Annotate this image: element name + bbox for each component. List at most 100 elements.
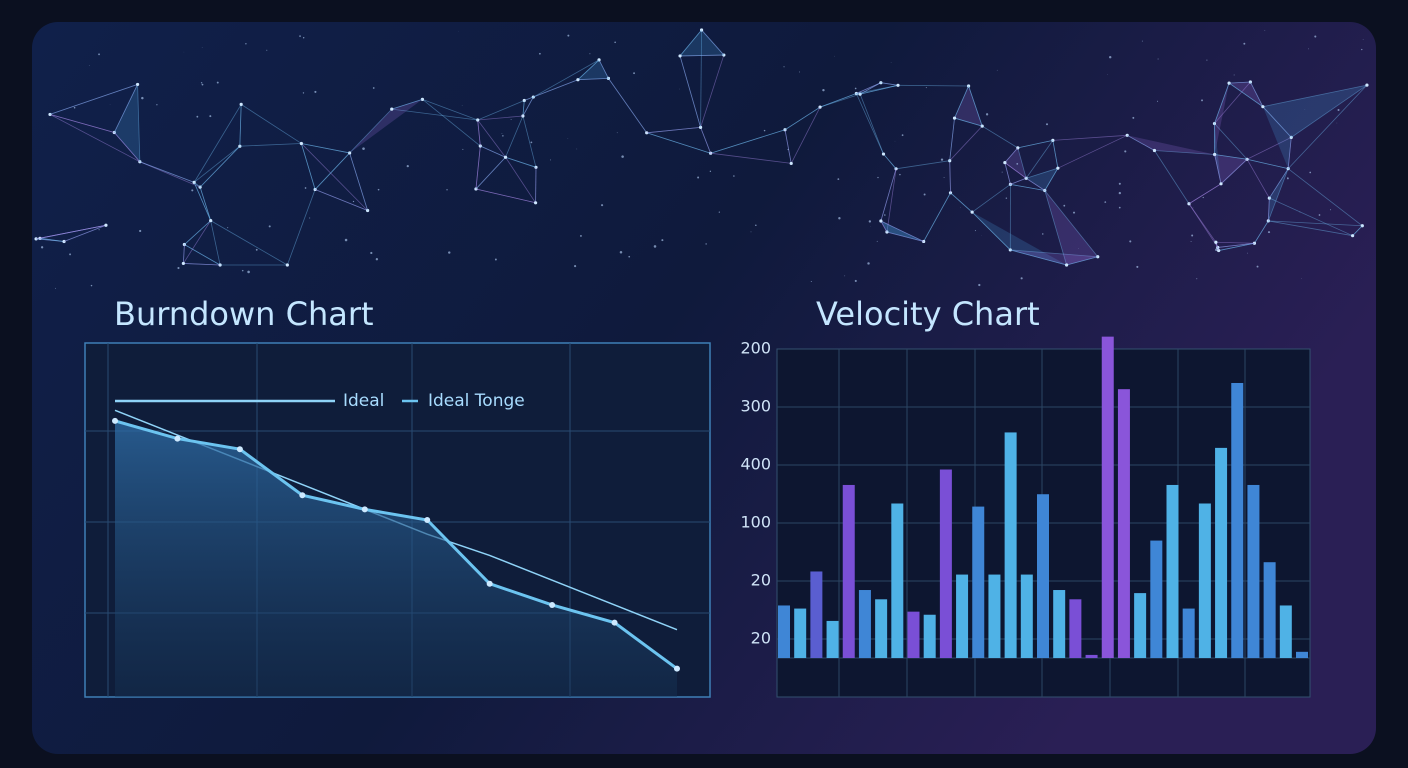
network-edge	[1188, 183, 1222, 205]
network-node	[48, 112, 52, 117]
chart-title: Burndown Chart	[114, 295, 374, 333]
network-edge	[710, 129, 786, 154]
star	[309, 217, 311, 219]
network-node	[896, 83, 900, 87]
network-edge	[886, 231, 924, 242]
star	[494, 258, 497, 261]
star	[156, 104, 158, 106]
network-edge	[301, 143, 350, 154]
network-edge	[1025, 177, 1045, 191]
network-edge	[1246, 158, 1289, 170]
network-edge	[477, 115, 523, 121]
network-edge	[36, 238, 65, 242]
network-edge	[1269, 168, 1289, 199]
network-node	[182, 242, 186, 247]
star	[899, 173, 901, 176]
star	[377, 188, 380, 191]
network-edge	[193, 104, 242, 183]
network-node	[858, 92, 862, 96]
star	[996, 69, 998, 71]
star	[501, 133, 503, 134]
network-edge	[819, 93, 861, 108]
network-edge	[856, 82, 882, 94]
network-edge	[1269, 197, 1353, 237]
star	[867, 262, 870, 265]
network-edge	[1218, 242, 1255, 251]
star	[255, 248, 258, 251]
star	[372, 87, 375, 89]
network-node	[1266, 219, 1270, 223]
bar	[1247, 484, 1260, 658]
network-edge	[239, 104, 242, 147]
network-facet	[1262, 106, 1292, 169]
star	[352, 200, 355, 203]
star	[1063, 204, 1066, 207]
network-edge	[679, 55, 701, 128]
star	[98, 229, 100, 231]
star	[589, 53, 591, 55]
network-edge	[1010, 249, 1067, 266]
network-node	[1248, 80, 1252, 84]
network-node	[1227, 81, 1231, 85]
network-node	[1286, 167, 1290, 171]
network-node	[1043, 188, 1047, 193]
network-edge	[923, 192, 951, 242]
bar	[1166, 484, 1179, 658]
network-edge	[199, 187, 212, 221]
bar	[1004, 432, 1017, 658]
network-edge	[35, 224, 107, 240]
network-facet	[1214, 83, 1230, 155]
network-node	[34, 237, 38, 241]
network-node	[348, 151, 352, 155]
bar	[1279, 605, 1292, 658]
star	[901, 134, 904, 137]
network-edge	[860, 84, 899, 95]
network-edge	[199, 187, 212, 221]
network-edge	[608, 78, 648, 134]
network-edge	[1017, 140, 1053, 149]
network-node	[1219, 182, 1223, 186]
network-node	[948, 191, 953, 195]
network-node	[285, 263, 289, 267]
y-tick-label: 400	[740, 455, 771, 474]
network-facet	[1215, 242, 1219, 251]
network-edge	[1052, 140, 1059, 169]
star	[200, 82, 203, 84]
star	[718, 211, 720, 213]
star	[854, 87, 857, 90]
star	[201, 83, 204, 86]
star	[375, 258, 379, 261]
network-facet	[1044, 190, 1098, 265]
network-node	[885, 230, 889, 234]
network-edge	[971, 211, 1011, 251]
network-edge	[710, 129, 786, 154]
point	[549, 601, 556, 608]
network-node	[1245, 157, 1249, 161]
network-edge	[239, 104, 242, 147]
network-node	[879, 81, 883, 85]
network-edge	[314, 152, 350, 190]
network-edge	[240, 104, 302, 144]
network-edge	[880, 220, 924, 242]
network-edge	[349, 152, 368, 211]
star	[73, 106, 76, 109]
network-edge	[855, 93, 884, 155]
star	[55, 287, 56, 289]
network-edge	[49, 84, 138, 115]
star	[1157, 100, 1159, 102]
network-edge	[701, 29, 725, 56]
network-edge	[880, 220, 888, 233]
network-edge	[1229, 81, 1251, 84]
network-node	[1217, 248, 1221, 253]
network-edge	[210, 220, 221, 266]
star	[705, 243, 707, 245]
network-node	[138, 160, 142, 164]
star	[1202, 196, 1204, 199]
network-edge	[184, 220, 211, 245]
bar	[794, 608, 807, 658]
area	[115, 420, 677, 697]
star	[1042, 233, 1044, 235]
bar	[923, 614, 936, 658]
network-node	[722, 53, 726, 57]
bar	[1182, 608, 1195, 658]
